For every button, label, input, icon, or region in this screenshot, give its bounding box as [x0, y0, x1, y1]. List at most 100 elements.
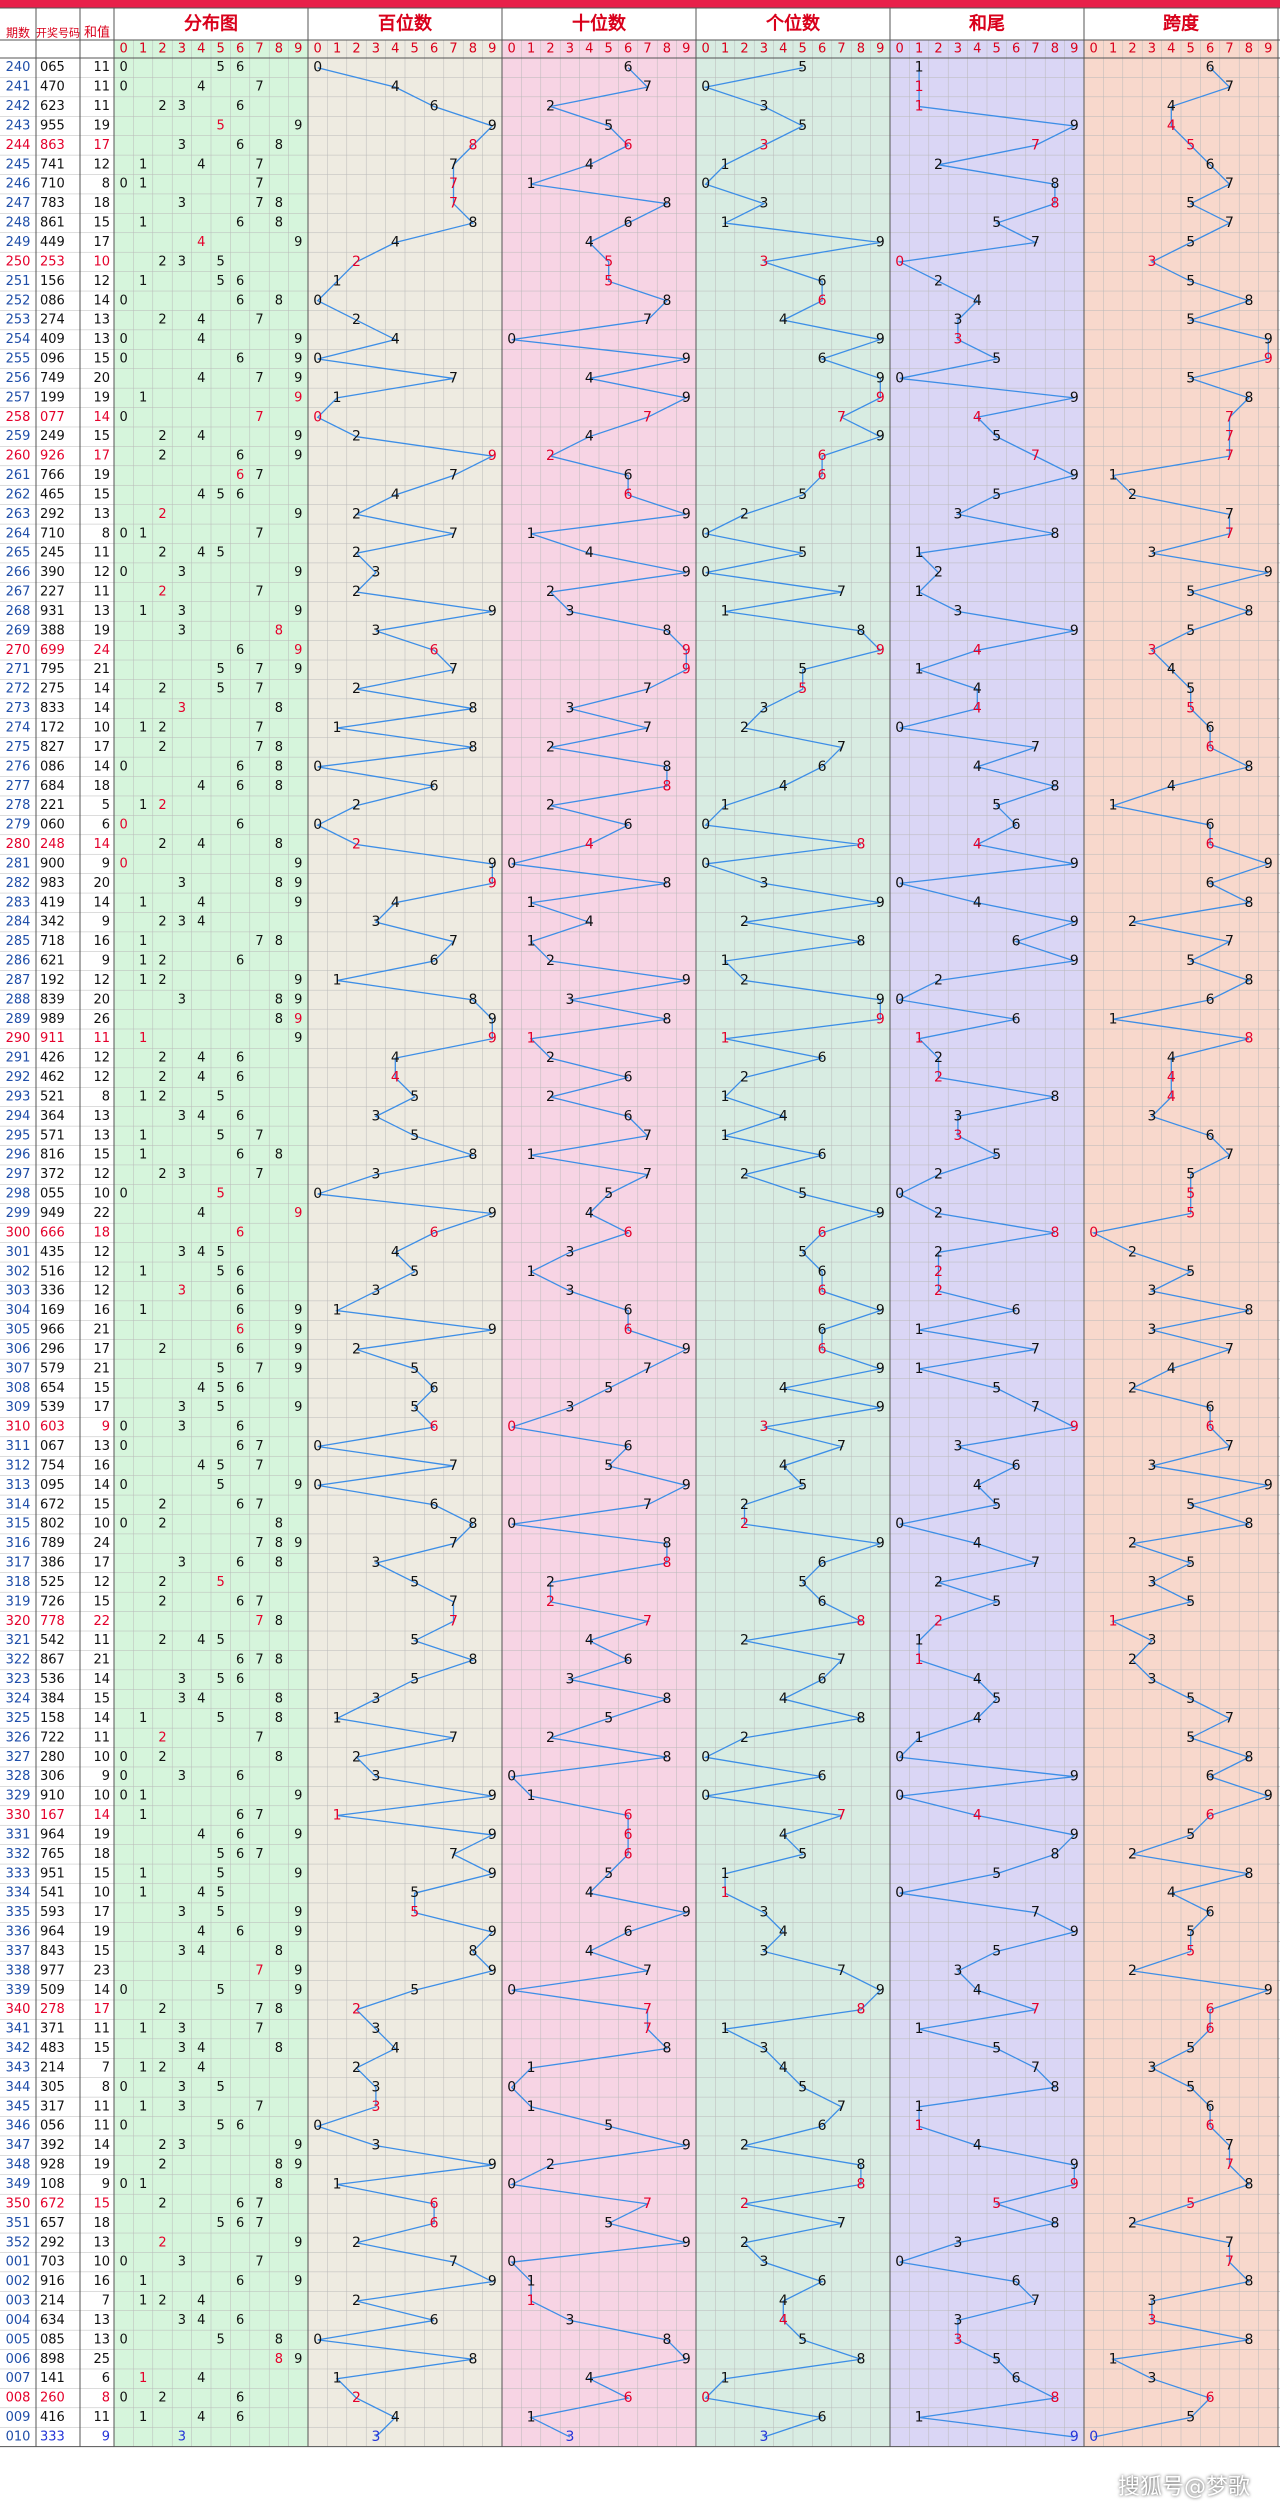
trend-mark: 5: [1186, 953, 1195, 969]
distribution-mark: 8: [275, 216, 283, 231]
trend-mark: 3: [953, 332, 962, 348]
trend-mark: 5: [992, 1380, 1001, 1396]
draw-label: 843: [40, 1944, 65, 1959]
trend-mark: 3: [953, 2312, 962, 2328]
trend-mark: 9: [876, 1400, 885, 1416]
trend-mark: 7: [1225, 2254, 1234, 2270]
trend-mark: 0: [313, 351, 322, 367]
trend-mark: 6: [1012, 2274, 1021, 2290]
trend-mark: 6: [1206, 720, 1215, 736]
distribution-mark: 5: [217, 1633, 225, 1648]
distribution-mark: 2: [158, 1051, 166, 1066]
trend-mark: 2: [352, 545, 361, 561]
trend-mark: 6: [1012, 934, 1021, 950]
trend-mark: 8: [662, 778, 671, 794]
distribution-mark: 2: [158, 429, 166, 444]
trend-mark: 9: [488, 1924, 497, 1940]
period-label: 277: [6, 779, 31, 794]
trend-mark: 1: [527, 2293, 536, 2309]
distribution-mark: 8: [275, 1012, 283, 1027]
trend-mark: 5: [410, 1264, 419, 1280]
trend-mark: 6: [624, 1439, 633, 1455]
trend-mark: 9: [1070, 1769, 1079, 1785]
trend-mark: 0: [895, 1885, 904, 1901]
digit-tick-label: 5: [799, 42, 807, 57]
digit-tick-label: 4: [197, 42, 205, 57]
trend-mark: 5: [1186, 2079, 1195, 2095]
period-label: 272: [6, 682, 31, 697]
draw-label: 249: [40, 429, 65, 444]
trend-mark: 2: [546, 1594, 555, 1610]
period-label: 352: [6, 2235, 31, 2250]
sum-label: 18: [93, 2216, 110, 2231]
distribution-mark: 0: [120, 856, 128, 871]
distribution-mark: 8: [275, 1536, 283, 1551]
trend-mark: 4: [779, 2312, 788, 2328]
trend-mark: 9: [1070, 623, 1079, 639]
period-label: 312: [6, 1458, 31, 1473]
trend-mark: 2: [740, 720, 749, 736]
distribution-mark: 8: [275, 293, 283, 308]
trend-mark: 0: [895, 720, 904, 736]
trend-mark: 0: [895, 254, 904, 270]
trend-mark: 8: [1050, 1225, 1059, 1241]
draw-label: 296: [40, 1342, 65, 1357]
distribution-mark: 4: [197, 915, 205, 930]
trend-mark: 4: [973, 642, 982, 658]
trend-mark: 2: [546, 2157, 555, 2173]
distribution-mark: 6: [236, 449, 244, 464]
distribution-mark: 8: [275, 2002, 283, 2017]
draw-label: 085: [40, 2332, 65, 2347]
trend-mark: 6: [430, 642, 439, 658]
trend-mark: 5: [604, 118, 613, 134]
trend-mark: 8: [1050, 1846, 1059, 1862]
distribution-mark: 7: [255, 1847, 263, 1862]
trend-mark: 2: [352, 254, 361, 270]
distribution-mark: 3: [178, 1167, 186, 1182]
period-label: 306: [6, 1342, 31, 1357]
trend-mark: 3: [759, 2041, 768, 2057]
distribution-mark: 0: [120, 1983, 128, 1998]
trend-mark: 8: [856, 837, 865, 853]
distribution-mark: 4: [197, 1458, 205, 1473]
trend-mark: 5: [992, 1497, 1001, 1513]
distribution-mark: 5: [217, 1089, 225, 1104]
distribution-mark: 6: [236, 779, 244, 794]
trend-mark: 4: [779, 2293, 788, 2309]
draw-label: 435: [40, 1245, 65, 1260]
distribution-mark: 7: [255, 1439, 263, 1454]
distribution-mark: 3: [178, 1905, 186, 1920]
draw-label: 305: [40, 2080, 65, 2095]
trend-mark: 3: [371, 1691, 380, 1707]
distribution-mark: 1: [139, 2371, 147, 2386]
distribution-mark: 8: [275, 2332, 283, 2347]
trend-mark: 5: [798, 2079, 807, 2095]
trend-mark: 4: [391, 487, 400, 503]
trend-mark: 0: [895, 1788, 904, 1804]
trend-mark: 7: [643, 2002, 652, 2018]
trend-mark: 0: [701, 1749, 710, 1765]
trend-mark: 5: [1186, 370, 1195, 386]
trend-mark: 1: [527, 2274, 536, 2290]
trend-mark: 0: [895, 1516, 904, 1532]
draw-label: 634: [40, 2313, 65, 2328]
period-label: 001: [6, 2255, 31, 2270]
trend-mark: 1: [527, 176, 536, 192]
distribution-mark: 5: [217, 487, 225, 502]
trend-mark: 8: [1244, 895, 1253, 911]
trend-mark: 6: [624, 1108, 633, 1124]
trend-mark: 6: [624, 487, 633, 503]
distribution-mark: 0: [120, 1750, 128, 1765]
distribution-mark: 9: [294, 876, 302, 891]
distribution-mark: 3: [178, 1672, 186, 1687]
trend-mark: 7: [1225, 506, 1234, 522]
distribution-mark: 7: [255, 468, 263, 483]
trend-mark: 1: [1109, 1011, 1118, 1027]
trend-mark: 9: [876, 429, 885, 445]
distribution-mark: 0: [120, 1478, 128, 1493]
trend-mark: 8: [856, 1710, 865, 1726]
trend-mark: 6: [624, 1652, 633, 1668]
sum-label: 19: [93, 118, 110, 133]
trend-mark: 4: [779, 1380, 788, 1396]
trend-mark: 7: [837, 1963, 846, 1979]
